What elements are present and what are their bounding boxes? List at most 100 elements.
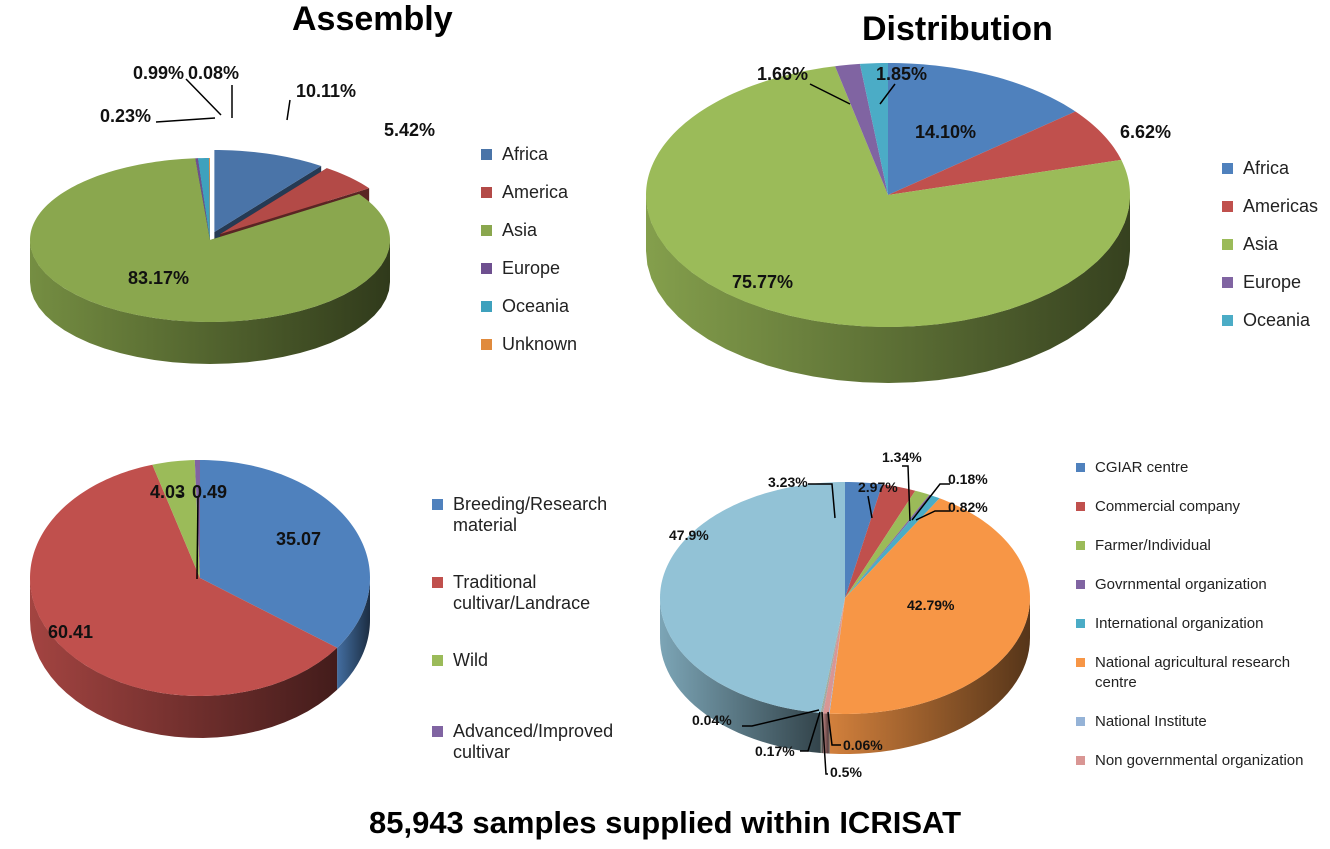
pie-slice xyxy=(845,490,930,598)
data-label: 0.18% xyxy=(948,471,988,487)
legend-label: Traditional cultivar/Landrace xyxy=(453,572,591,613)
pie-slice xyxy=(214,150,322,233)
legend-label: Oceania xyxy=(1243,310,1311,330)
legend-label: Farmer/Individual xyxy=(1095,537,1211,554)
legend-swatch xyxy=(432,499,443,510)
leader-line xyxy=(800,711,821,752)
legend-swatch xyxy=(432,726,443,737)
data-label: 0.82% xyxy=(948,499,988,515)
legend-swatch xyxy=(481,149,492,160)
assembly-legend: Africa America Asia Europe Oceania Unknown xyxy=(481,144,577,372)
data-label: 0.5% xyxy=(830,764,862,780)
data-label: 0.04% xyxy=(692,712,732,728)
data-label: 2.97% xyxy=(858,479,898,495)
pie-slice xyxy=(845,484,916,598)
legend-label: Non governmental organization xyxy=(1095,752,1304,769)
legend-item: Unknown xyxy=(481,334,577,355)
pie-2: 35.07 60.41 4.03 0.49 xyxy=(30,460,370,738)
slice-side xyxy=(30,240,390,364)
legend-swatch xyxy=(481,339,492,350)
legend-item: Europe xyxy=(1222,272,1318,293)
distribution-legend: Africa Americas Asia Europe Oceania xyxy=(1222,158,1318,348)
slice-side xyxy=(646,195,1130,383)
type-legend: Breeding/Research material Traditional cu… xyxy=(432,494,613,763)
legend-label: Unknown xyxy=(502,334,578,354)
pie-slice xyxy=(197,158,210,240)
legend-label: CGIAR centre xyxy=(1095,459,1189,476)
data-label: 0.08% xyxy=(188,63,239,83)
leader-line xyxy=(177,494,185,497)
legend-swatch xyxy=(1222,201,1233,212)
pie-slice xyxy=(30,158,390,322)
pie-3: 3.23% 2.97% 1.34% 0.18% 0.82% 42.79% 0.06% 0.5%… xyxy=(660,449,1030,780)
legend-label: National agricultural research centre xyxy=(1095,654,1291,691)
leader-line xyxy=(185,78,222,116)
legend-swatch xyxy=(1076,717,1085,726)
legend-item: Asia xyxy=(1222,234,1318,255)
data-label: 10.11% xyxy=(296,81,356,101)
legend-swatch xyxy=(481,187,492,198)
legend-item: National Institute xyxy=(1076,712,1326,732)
legend-swatch xyxy=(481,225,492,236)
data-label: 42.79% xyxy=(907,597,955,613)
legend-swatch xyxy=(1076,502,1085,511)
pie-slice xyxy=(888,111,1122,195)
leader-line xyxy=(742,709,820,727)
data-label: 0.99% xyxy=(133,63,184,83)
legend-swatch xyxy=(1076,658,1085,667)
pie-slice xyxy=(209,158,210,240)
legend-label: Europe xyxy=(502,258,561,278)
data-label: 35.07 xyxy=(276,529,321,549)
data-label: 0.06% xyxy=(843,737,883,753)
legend-label: Wild xyxy=(453,650,488,670)
legend-item: Non governmental organization xyxy=(1076,751,1326,771)
legend-item: Advanced/Improved cultivar xyxy=(432,721,613,763)
pie-slice xyxy=(823,598,845,714)
legend-label: Asia xyxy=(502,220,538,240)
legend-item: Commercial company xyxy=(1076,497,1326,517)
leader-line xyxy=(286,99,291,121)
leader-line xyxy=(808,483,836,519)
legend-item: Farmer/Individual xyxy=(1076,536,1326,556)
pie-slice xyxy=(646,66,1130,327)
legend-swatch xyxy=(481,263,492,274)
legend-label: Breeding/Research material xyxy=(453,494,608,535)
legend-label: Oceania xyxy=(502,296,570,316)
legend-label: Africa xyxy=(1243,158,1290,178)
data-label: 4.03 xyxy=(150,482,185,502)
leader-line xyxy=(915,510,950,521)
legend-item: Africa xyxy=(481,144,577,165)
legend-label: America xyxy=(502,182,569,202)
legend-item: Breeding/Research material xyxy=(432,494,612,536)
legend-label: Commercial company xyxy=(1095,498,1241,515)
data-label: 47.9% xyxy=(669,527,709,543)
legend-swatch xyxy=(432,577,443,588)
slice-side xyxy=(660,598,821,753)
slice-side xyxy=(30,578,338,738)
legend-item: Asia xyxy=(481,220,577,241)
legend-swatch xyxy=(1222,315,1233,326)
data-label: 0.49 xyxy=(192,482,227,502)
assembly-title: Assembly xyxy=(292,0,453,38)
legend-label: Africa xyxy=(502,144,549,164)
legend-label: Govrnmental organization xyxy=(1095,576,1267,593)
legend-item: Africa xyxy=(1222,158,1318,179)
data-label: 3.23% xyxy=(768,474,808,490)
data-label: 0.17% xyxy=(755,743,795,759)
pie-slice xyxy=(220,168,370,235)
legend-item: Europe xyxy=(481,258,577,279)
leader-line xyxy=(827,711,841,746)
pie-slice xyxy=(821,598,845,714)
recipient-legend: CGIAR centre Commercial company Farmer/Ind… xyxy=(1076,458,1326,790)
slice-side xyxy=(829,598,1030,754)
pie-slice xyxy=(888,63,1076,195)
legend-swatch xyxy=(1076,756,1085,765)
pie-slice xyxy=(835,63,888,196)
leader-line xyxy=(809,83,851,105)
legend-label: Asia xyxy=(1243,234,1279,254)
pie-slice xyxy=(845,482,883,598)
legend-swatch xyxy=(1076,580,1085,589)
data-label: 6.62% xyxy=(1120,122,1171,142)
